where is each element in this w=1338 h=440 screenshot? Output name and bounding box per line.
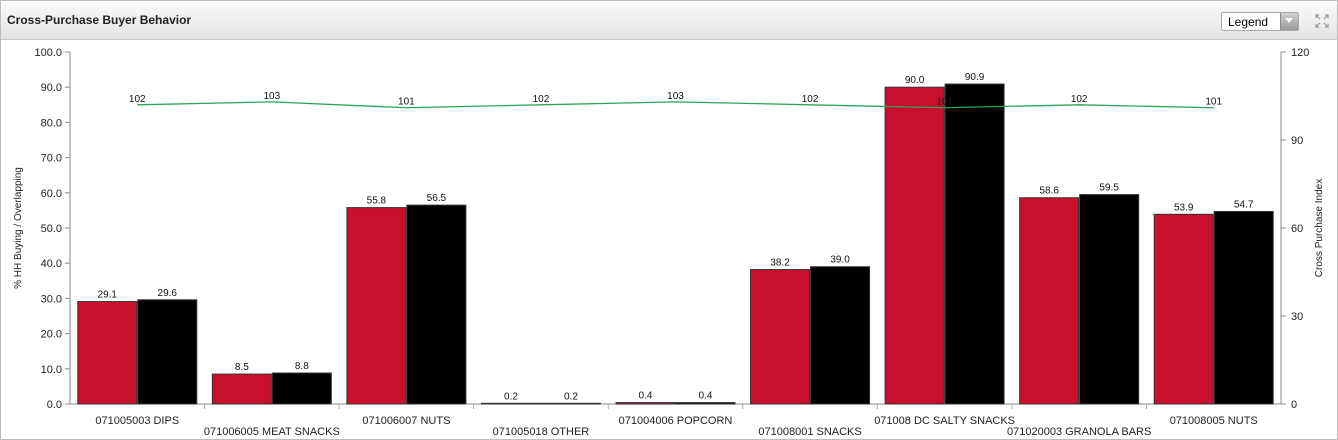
right-tick-label: 120 xyxy=(1291,47,1309,59)
bar-series-2 xyxy=(137,299,198,405)
bar-series-1 xyxy=(77,301,138,405)
bar-series-2 xyxy=(810,266,871,405)
expand-icon[interactable] xyxy=(1315,14,1329,28)
line-data-label: 101 xyxy=(1205,97,1222,108)
bar-series-2 xyxy=(406,204,467,405)
bar-data-label: 29.6 xyxy=(158,288,178,299)
left-tick-label: 80.0 xyxy=(41,117,62,129)
left-tick-label: 20.0 xyxy=(41,329,62,341)
line-data-label: 102 xyxy=(802,94,819,105)
left-tick-label: 30.0 xyxy=(41,293,62,305)
right-tick-label: 0 xyxy=(1291,399,1297,411)
x-tick-label: 071006005 MEAT SNACKS xyxy=(204,426,340,438)
x-tick-label: 071008005 NUTS xyxy=(1170,415,1258,427)
y2-axis-title: Cross Purchase Index xyxy=(1314,179,1325,277)
bar-series-1 xyxy=(750,269,811,405)
line-data-label: 103 xyxy=(263,91,280,102)
bar-series-2 xyxy=(540,402,601,405)
bar-data-label: 0.2 xyxy=(504,391,518,402)
bar-data-label: 8.5 xyxy=(235,362,249,373)
bar-series-2 xyxy=(675,402,736,405)
x-tick-label: 071005018 OTHER xyxy=(493,426,590,438)
line-data-label: 102 xyxy=(129,94,146,105)
bar-series-2 xyxy=(271,372,332,405)
x-tick-label: 071005003 DIPS xyxy=(95,415,179,427)
x-tick-label: 071006007 NUTS xyxy=(362,415,450,427)
bar-data-label: 0.2 xyxy=(564,391,578,402)
line-data-label: 102 xyxy=(1071,94,1088,105)
bar-series-2 xyxy=(1213,210,1274,405)
x-tick-label: 071020003 GRANOLA BARS xyxy=(1007,426,1151,438)
right-tick-label: 60 xyxy=(1291,223,1303,235)
bar-data-label: 90.9 xyxy=(965,72,985,83)
bar-series-1 xyxy=(346,207,407,405)
bar-data-label: 58.6 xyxy=(1039,186,1059,197)
bar-series-1 xyxy=(615,402,676,405)
bar-data-label: 53.9 xyxy=(1174,202,1194,213)
line-data-label: 103 xyxy=(667,91,684,102)
bar-series-1 xyxy=(884,86,945,405)
legend-dropdown-label: Legend xyxy=(1228,15,1269,29)
x-tick-label: 071008 DC SALTY SNACKS xyxy=(874,415,1015,427)
right-tick-label: 30 xyxy=(1291,311,1303,323)
bar-data-label: 90.0 xyxy=(905,75,925,86)
bar-data-label: 0.4 xyxy=(699,391,713,402)
bar-data-label: 55.8 xyxy=(367,196,387,207)
bar-data-label: 38.2 xyxy=(770,258,790,269)
bar-series-2 xyxy=(944,83,1005,405)
bar-data-label: 59.5 xyxy=(1099,183,1119,194)
bar-data-label: 56.5 xyxy=(427,193,447,204)
bar-data-label: 8.8 xyxy=(295,361,309,372)
chevron-down-icon[interactable] xyxy=(1280,13,1298,30)
right-tick-label: 90 xyxy=(1291,135,1303,147)
left-tick-label: 100.0 xyxy=(34,47,62,59)
left-tick-label: 40.0 xyxy=(41,258,62,270)
line-data-label: 102 xyxy=(533,94,550,105)
y-axis-title: % HH Buying / Overlapping xyxy=(13,167,24,289)
x-tick-label: 071004006 POPCORN xyxy=(619,415,733,427)
bar-data-label: 39.0 xyxy=(830,255,850,266)
left-tick-label: 50.0 xyxy=(41,223,62,235)
x-tick-label: 071008001 SNACKS xyxy=(758,426,861,438)
left-tick-label: 70.0 xyxy=(41,153,62,165)
left-tick-label: 0.0 xyxy=(47,399,62,411)
cross-purchase-index-line xyxy=(137,101,1214,109)
bar-data-label: 29.1 xyxy=(98,290,118,301)
bar-series-1 xyxy=(1019,197,1080,405)
left-tick-label: 90.0 xyxy=(41,82,62,94)
line-data-label: 101 xyxy=(398,97,415,108)
left-tick-label: 10.0 xyxy=(41,364,62,376)
bar-series-1 xyxy=(480,402,541,405)
cross-purchase-chart: 0.0 10.0 20.0 30.0 40.0 50.0 60.0 70.0 80.0 90.0 1… xyxy=(13,47,1325,438)
panel-header: Cross-Purchase Buyer Behavior Legend xyxy=(1,1,1337,40)
left-tick-label: 60.0 xyxy=(41,188,62,200)
legend-dropdown[interactable]: Legend xyxy=(1221,12,1299,31)
bar-data-label: 54.7 xyxy=(1234,199,1254,210)
bar-series-1 xyxy=(211,373,272,405)
panel-title: Cross-Purchase Buyer Behavior xyxy=(7,13,192,27)
line-data-label: 101 xyxy=(936,97,953,108)
bar-data-label: 0.4 xyxy=(639,391,653,402)
bar-series-2 xyxy=(1079,194,1140,405)
bar-series-1 xyxy=(1153,213,1214,405)
